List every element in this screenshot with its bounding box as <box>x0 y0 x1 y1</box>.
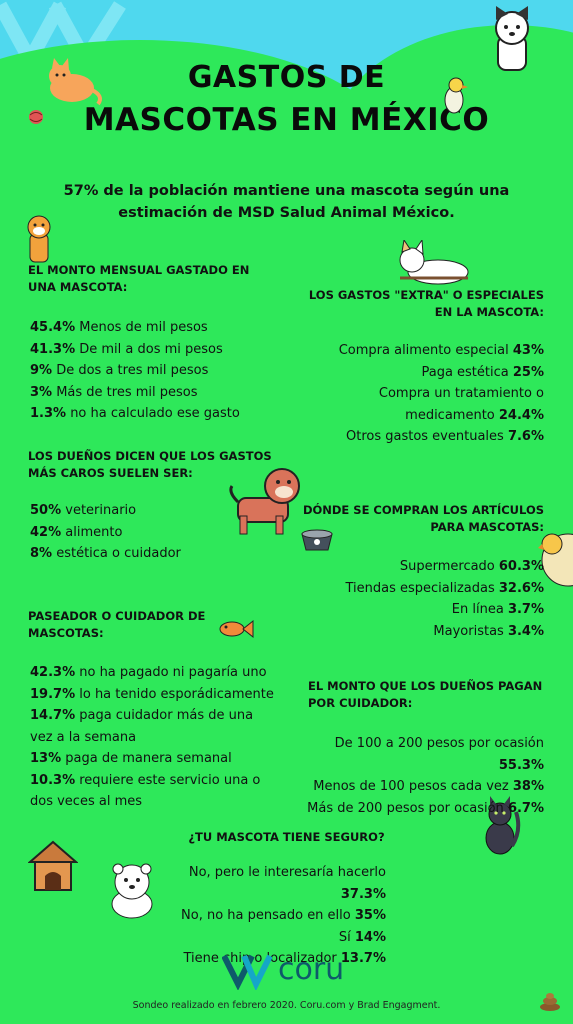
list-item: medicamento 24.4% <box>405 407 544 423</box>
expensive-list: 50% veterinario 42% alimento 8% estética… <box>30 500 250 565</box>
expensive-heading: LOS DUEÑOS DICEN QUE LOS GASTOS MÁS CARO… <box>28 449 272 480</box>
list-item: Tiendas especializadas 32.6% <box>345 580 544 596</box>
list-item: 9% De dos a tres mil pesos <box>30 363 209 378</box>
list-item: 41.3% De mil a dos mi pesos <box>30 341 223 357</box>
list-item: Compra alimento especial 43% <box>338 343 544 358</box>
list-item: 14.7% paga cuidador más de una <box>30 708 254 723</box>
extra-heading: LOS GASTOS "EXTRA" O ESPECIALES EN LA MA… <box>308 288 544 319</box>
list-item: 45.4% Menos de mil pesos <box>30 320 208 335</box>
monthly-heading: EL MONTO MENSUAL GASTADO EN UNA MASCOTA: <box>28 263 250 294</box>
list-item: Menos de 100 pesos cada vez 38% <box>313 779 544 794</box>
walker-heading: PASEADOR O CUIDADOR DE MASCOTAS: <box>28 609 206 640</box>
dog-icon <box>27 215 51 263</box>
list-item: Mayoristas 3.4% <box>433 623 544 639</box>
yarn-ball-icon <box>29 110 43 124</box>
list-item: De 100 a 200 pesos por ocasión 55.3% <box>334 736 544 773</box>
dog-icon <box>229 468 300 535</box>
list-item: 19.7% lo ha tenido esporádicamente <box>30 686 274 702</box>
walker-list: 42.3% no ha pagado ni pagaría uno 19.7% … <box>30 662 290 813</box>
list-item: No, no ha pensado en ello 35% <box>181 908 386 923</box>
pet-bowl-icon <box>301 529 333 551</box>
list-item: 42% alimento <box>30 524 123 540</box>
logo-text: coru <box>278 952 345 987</box>
intro-text: 57% de la población mantiene una mascota… <box>63 183 510 221</box>
list-item: Tiene chip o localizador 13.7% <box>183 951 386 966</box>
list-item: Paga estética 25% <box>421 364 544 380</box>
list-item: Compra un tratamiento o <box>378 386 544 401</box>
cat-icon <box>49 58 102 106</box>
list-item: 3% Más de tres mil pesos <box>30 384 198 400</box>
list-item: 50% veterinario <box>30 503 137 518</box>
list-item: dos veces al mes <box>30 794 142 809</box>
bird-icon <box>538 533 573 587</box>
list-item: 8% estética o cuidador <box>30 546 181 561</box>
coru-logo-icon <box>222 954 272 990</box>
insurance-list: No, pero le interesaría hacerlo 37.3% No… <box>150 862 386 970</box>
caretaker-heading: EL MONTO QUE LOS DUEÑOS PAGAN POR CUIDAD… <box>308 679 543 710</box>
list-item: 10.3% requiere este servicio una o <box>30 772 261 788</box>
black-cat-icon <box>485 796 521 855</box>
list-item: No, pero le interesaría hacerlo 37.3% <box>188 865 386 902</box>
bird-icon <box>444 77 468 114</box>
list-item: Más de 200 pesos por ocasión 6.7% <box>307 800 544 816</box>
doghouse-icon <box>28 840 78 891</box>
bear-puppy-icon <box>111 863 153 919</box>
list-item: En línea 3.7% <box>451 602 544 617</box>
list-item: 42.3% no ha pagado ni pagaría uno <box>30 665 267 680</box>
caretaker-list: De 100 a 200 pesos por ocasión 55.3% Men… <box>290 733 544 819</box>
monthly-list: 45.4% Menos de mil pesos 41.3% De mil a … <box>30 317 300 425</box>
page-title-line-2: MASCOTAS EN MÉXICO <box>83 102 490 138</box>
where-list: Supermercado 60.3% Tiendas especializada… <box>300 556 544 642</box>
list-item: vez a la semana <box>30 729 137 745</box>
fish-icon <box>219 619 254 639</box>
poop-icon <box>540 993 560 1011</box>
brand-logo[interactable]: coru <box>222 950 362 990</box>
cat-icon <box>399 240 469 285</box>
footer-note: Sondeo realizado en febrero 2020. Coru.c… <box>132 1000 441 1011</box>
where-heading: DÓNDE SE COMPRAN LOS ARTÍCULOS PARA MASC… <box>302 503 544 534</box>
list-item: Sí 14% <box>338 929 386 945</box>
extra-list: Compra alimento especial 43% Paga estéti… <box>290 340 544 448</box>
list-item: 13% paga de manera semanal <box>30 751 232 766</box>
dog-icon <box>495 6 529 71</box>
insurance-heading: ¿TU MASCOTA TIENE SEGURO? <box>188 830 385 844</box>
list-item: Otros gastos eventuales 7.6% <box>345 429 544 444</box>
list-item: 1.3% no ha calculado ese gasto <box>30 406 240 421</box>
list-item: Supermercado 60.3% <box>399 559 544 574</box>
page-title-line-1: GASTOS DE <box>187 60 386 95</box>
